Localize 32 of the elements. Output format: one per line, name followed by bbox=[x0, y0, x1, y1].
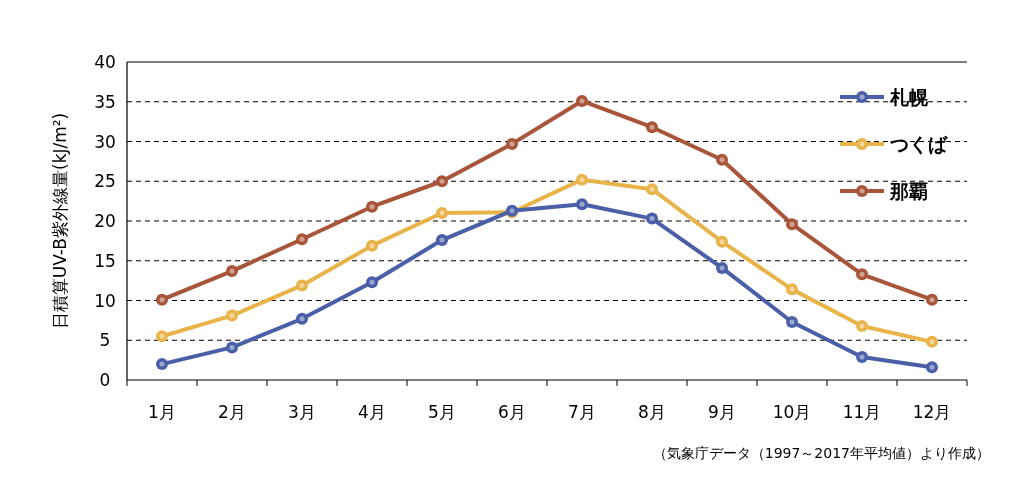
x-tick-label: 4月 bbox=[358, 402, 386, 422]
y-tick-label: 40 bbox=[94, 52, 116, 72]
legend-label: 那覇 bbox=[889, 180, 928, 202]
y-tick-label: 25 bbox=[94, 171, 116, 192]
x-tick-label: 7月 bbox=[568, 402, 596, 422]
y-axis-title: 日積算UV-B紫外線量(kJ/m²) bbox=[50, 112, 70, 330]
x-tick-label: 3月 bbox=[288, 402, 316, 422]
legend-label: 札幌 bbox=[889, 86, 929, 108]
point bbox=[786, 218, 798, 231]
x-tick-label: 11月 bbox=[842, 402, 882, 422]
y-tick-label: 20 bbox=[94, 211, 116, 231]
x-tick-label: 8月 bbox=[638, 402, 666, 422]
text: （気象庁データ（1997～2017年平均値）より作成） bbox=[652, 445, 990, 461]
point bbox=[646, 121, 658, 134]
y-tick-label: 15 bbox=[94, 250, 116, 271]
y-tick-label: 30 bbox=[94, 131, 116, 152]
y-tick-label: 5 bbox=[99, 330, 111, 351]
point bbox=[646, 183, 658, 196]
x-tick-label: 9月 bbox=[708, 402, 736, 422]
point bbox=[716, 261, 728, 274]
x-tick-label: 2月 bbox=[218, 402, 246, 422]
y-tick-label: 10 bbox=[94, 290, 116, 311]
y-tick-label: 35 bbox=[94, 91, 116, 112]
x-tick-label: 1月 bbox=[148, 402, 176, 422]
x-tick-label: 6月 bbox=[498, 402, 526, 422]
y-tick-label: 0 bbox=[99, 370, 111, 390]
x-tick-label: 5月 bbox=[428, 402, 456, 422]
point bbox=[366, 276, 378, 289]
point bbox=[506, 137, 518, 150]
x-tick-label: 12月 bbox=[912, 402, 952, 422]
point bbox=[926, 335, 938, 348]
x-tick-label: 10月 bbox=[772, 402, 812, 422]
